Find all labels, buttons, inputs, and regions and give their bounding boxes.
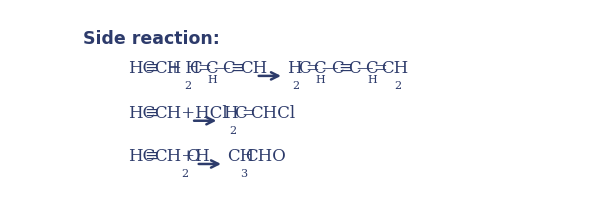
Text: 2: 2 [184,81,191,91]
Text: =: = [197,60,211,77]
Text: H: H [367,76,377,85]
Text: =: = [241,105,256,122]
Text: C: C [314,60,326,77]
Text: C: C [234,105,247,122]
Text: ≡: ≡ [144,60,158,77]
Text: C: C [298,60,310,77]
Text: 3: 3 [240,169,247,179]
Text: ≡: ≡ [144,105,158,122]
Text: + H: + H [169,60,200,77]
Text: H: H [223,105,238,122]
Text: ≡: ≡ [338,60,352,77]
Text: C: C [365,60,378,77]
Text: O: O [186,148,200,165]
Text: 2: 2 [394,81,401,91]
Text: CH+HCl: CH+HCl [155,105,228,122]
Text: ≡: ≡ [144,148,158,165]
Text: Side reaction:: Side reaction: [83,30,220,48]
Text: CH: CH [240,60,268,77]
Text: H: H [316,76,325,85]
Text: H: H [207,76,217,85]
Text: CHCl: CHCl [250,105,295,122]
Text: C: C [331,60,343,77]
Text: C: C [205,60,218,77]
Text: 2: 2 [181,169,188,179]
Text: —: — [213,60,230,77]
Text: CH+H: CH+H [155,148,210,165]
Text: =: = [305,60,319,77]
Text: CH: CH [382,60,409,77]
Text: —: — [322,60,338,77]
Text: =: = [373,60,387,77]
Text: CHO: CHO [245,148,286,165]
Text: HC: HC [128,60,156,77]
Text: C: C [223,60,235,77]
Text: C: C [349,60,361,77]
Text: ≡: ≡ [230,60,244,77]
Text: H: H [287,60,301,77]
Text: CH: CH [227,148,255,165]
Text: CH: CH [155,60,182,77]
Text: HC: HC [128,105,156,122]
Text: 2: 2 [229,126,236,136]
Text: —: — [356,60,373,77]
Text: HC: HC [128,148,156,165]
Text: C: C [190,60,202,77]
Text: 2: 2 [293,81,300,91]
